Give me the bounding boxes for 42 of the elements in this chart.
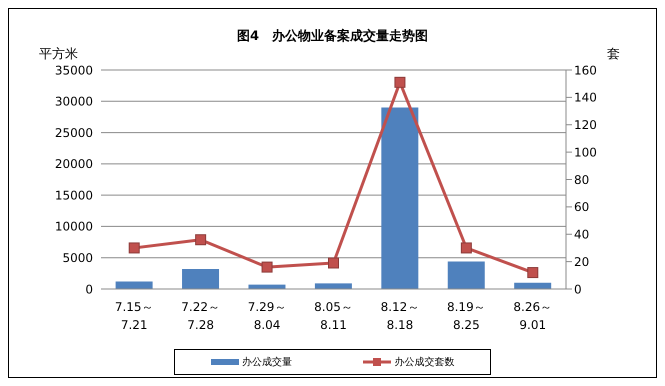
x-tick-label: 7.22～ 7.28 <box>181 300 220 332</box>
bar <box>182 268 220 289</box>
point <box>460 242 472 254</box>
point <box>527 267 538 278</box>
x-tick-label: 8.19～ 8.25 <box>447 300 486 332</box>
y-tick-label: 35000 <box>54 63 93 78</box>
point <box>195 234 206 246</box>
bar <box>381 108 418 289</box>
y2-tick-label: 120 <box>574 118 597 132</box>
point <box>128 242 140 254</box>
y-tick-label: 15000 <box>54 188 93 202</box>
point <box>262 262 273 273</box>
y-tick-label: 0 <box>85 282 93 296</box>
y2-tick-label: 100 <box>574 145 597 160</box>
bar <box>248 284 286 289</box>
y-axis-title: 平方米 <box>39 46 78 63</box>
y-tick-label: 30000 <box>54 94 93 109</box>
legend-label: 办公成交量 <box>242 356 292 369</box>
y2-tick-label: 140 <box>574 90 597 105</box>
y-tick-label: 10000 <box>54 220 93 234</box>
x-tick-label: 8.12～ 8.18 <box>380 300 420 332</box>
y2-tick-label: 160 <box>574 63 597 78</box>
y2-tick-label: 40 <box>574 228 590 242</box>
point <box>328 257 339 268</box>
bar <box>448 261 485 289</box>
y2-tick-label: 20 <box>574 254 590 269</box>
x-tick-label: 8.26～ 9.01 <box>513 300 552 332</box>
point <box>394 76 406 88</box>
y2-tick-label: 80 <box>574 172 590 187</box>
bar <box>116 281 153 289</box>
y2-tick-label: 0 <box>574 282 582 296</box>
bar <box>514 282 552 289</box>
x-tick-label: 7.15～ 7.21 <box>114 300 154 332</box>
legend-label: 办公成交套数 <box>394 356 454 369</box>
y-tick-label: 20000 <box>54 157 93 172</box>
y-tick-label: 5000 <box>62 250 93 265</box>
y2-axis-title: 套 <box>607 46 620 63</box>
x-tick-label: 8.05～ 8.11 <box>314 300 353 332</box>
y2-tick-label: 60 <box>574 200 590 214</box>
chart-title: 图4 办公物业备案成交量走势图 <box>236 28 430 45</box>
y-tick-label: 25000 <box>54 126 93 140</box>
x-tick-label: 7.29～ 8.04 <box>248 300 286 332</box>
